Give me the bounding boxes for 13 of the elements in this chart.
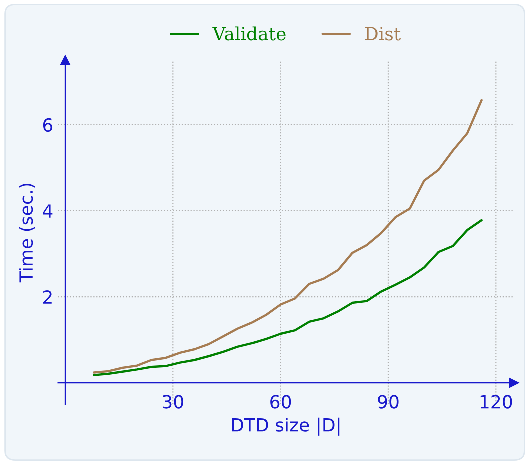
legend-label: Dist <box>365 27 402 41</box>
line-series <box>93 99 483 374</box>
x-tick-label: 60 <box>270 395 292 409</box>
line-series <box>93 219 483 376</box>
y-axis-title: Time (sec.) <box>19 184 36 283</box>
x-tick-label: 90 <box>378 395 399 409</box>
x-axis-title: DTD size |D| <box>232 418 340 436</box>
x-tick-label: 120 <box>480 395 512 409</box>
y-tick-label: 2 <box>44 290 52 304</box>
legend-label: Validate <box>212 26 286 41</box>
x-tick-label: 30 <box>163 395 184 409</box>
y-tick-label: 4 <box>43 204 53 218</box>
y-tick-label: 6 <box>43 118 53 132</box>
